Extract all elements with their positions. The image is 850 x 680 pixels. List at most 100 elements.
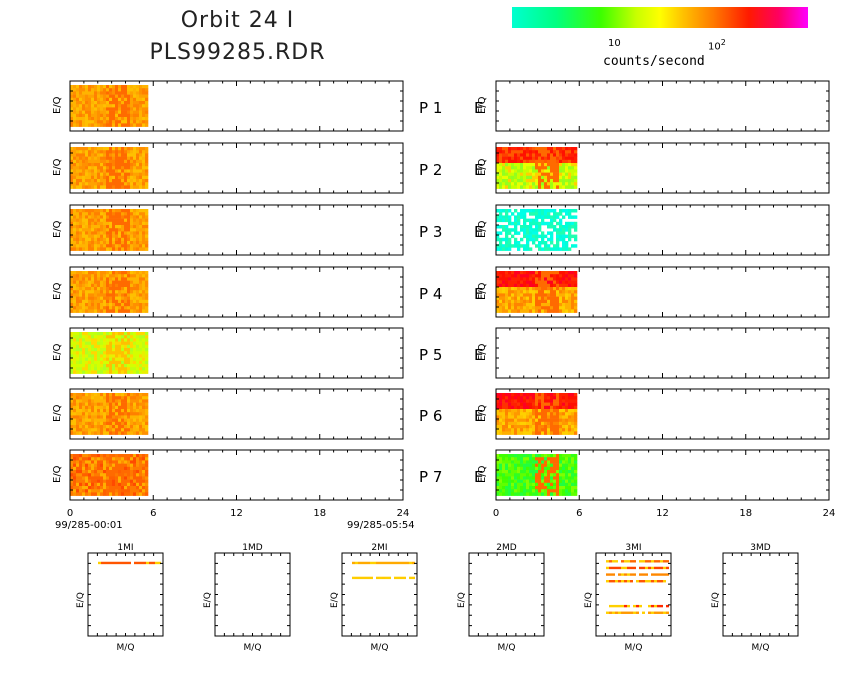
- spectrogram-cell: [130, 360, 134, 365]
- spectrogram-cell: [562, 215, 566, 219]
- spectrogram-cell: [79, 399, 83, 403]
- spectrogram-cell: [559, 212, 563, 216]
- left-ylabel: E/Q: [52, 404, 63, 422]
- spectrogram-cell: [79, 209, 83, 213]
- spectrogram-cell: [109, 348, 113, 352]
- spectrogram-cell: [520, 486, 524, 490]
- spectrogram-cell: [517, 463, 521, 468]
- spectrogram-cell: [142, 332, 146, 336]
- spectrogram-cell: [565, 482, 569, 487]
- spectrogram-cell: [94, 351, 98, 355]
- spectrogram-cell: [550, 209, 554, 213]
- spectrogram-cell: [70, 166, 74, 170]
- spectrogram-cell: [115, 486, 119, 490]
- spectrogram-cell: [526, 274, 530, 278]
- spectrogram-cell: [523, 163, 527, 167]
- spectrogram-cell: [91, 156, 95, 161]
- spectrogram-cell: [115, 283, 119, 288]
- spectrogram-cell: [94, 415, 98, 419]
- colorbar-unit-label: counts/second: [603, 54, 705, 69]
- spectrogram-cell: [562, 241, 566, 245]
- left-ylabel: E/Q: [52, 96, 63, 114]
- spectrogram-cell: [88, 182, 92, 186]
- spectrogram-cell: [574, 428, 578, 432]
- spectrogram-cell: [85, 486, 89, 490]
- spectrogram-cell: [514, 425, 518, 429]
- spectrogram-cell: [505, 303, 509, 307]
- spectrogram-cell: [541, 218, 545, 223]
- spectrogram-cell: [85, 185, 89, 189]
- spectrogram-cell: [70, 466, 74, 471]
- spectrogram-cell: [532, 454, 536, 458]
- spectrogram-cell: [100, 357, 104, 362]
- spectrogram-cell: [139, 454, 143, 458]
- spectrogram-cell: [517, 293, 521, 297]
- spectrogram-cell: [100, 338, 104, 342]
- spectrogram-cell: [145, 215, 149, 219]
- spectrogram-cell: [124, 91, 128, 95]
- spectrogram-cell: [115, 156, 119, 161]
- spectrogram-cell: [106, 218, 110, 223]
- spectrogram-cell: [88, 303, 92, 307]
- spectrogram-cell: [103, 101, 107, 105]
- spectrogram-cell: [124, 370, 128, 374]
- spectrogram-cell: [130, 185, 134, 189]
- spectrogram-cell: [118, 332, 122, 336]
- spectrogram-cell: [142, 94, 146, 99]
- spectrogram-cell: [541, 185, 545, 189]
- spectrogram-cell: [550, 479, 554, 484]
- spectrogram-cell: [112, 107, 116, 111]
- spectrogram-cell: [562, 153, 566, 157]
- spectrogram-cell: [79, 97, 83, 102]
- spectrogram-cell: [73, 303, 77, 307]
- spectrogram-cell: [94, 91, 98, 95]
- spectrogram-cell: [139, 166, 143, 170]
- spectrogram-cell: [145, 360, 149, 365]
- spectrogram-cell: [565, 428, 569, 432]
- spectrogram-cell: [73, 110, 77, 115]
- spectrogram-cell: [100, 209, 104, 213]
- spectrogram-cell: [85, 228, 89, 232]
- spectrogram-cell: [94, 215, 98, 219]
- spectrogram-cell: [133, 399, 137, 403]
- spectrogram-cell: [550, 271, 554, 275]
- spectrogram-cell: [118, 421, 122, 426]
- spectrogram-cell: [130, 428, 134, 432]
- spectrogram-cell: [94, 364, 98, 368]
- spectrogram-cell: [127, 277, 131, 281]
- spectrogram-cell: [73, 221, 77, 226]
- spectrogram-cell: [520, 405, 524, 410]
- spectrogram-cell: [538, 431, 542, 435]
- spectrogram-cell: [118, 241, 122, 245]
- spectrogram-cell: [502, 209, 506, 213]
- spectrogram-cell: [73, 492, 77, 496]
- spectrogram-cell: [91, 479, 95, 484]
- spectrogram-cell: [568, 460, 572, 464]
- spectrogram-cell: [571, 150, 575, 154]
- spectrogram-cell: [82, 212, 86, 216]
- spectrogram-cell: [535, 293, 539, 297]
- spectrogram-cell: [544, 463, 548, 468]
- spectrogram-cell: [100, 479, 104, 484]
- spectrogram-cell: [100, 85, 104, 89]
- spectrogram-cell: [94, 159, 98, 164]
- spectrogram-cell: [556, 169, 560, 173]
- spectrogram-cell: [82, 341, 86, 346]
- spectrogram-cell: [109, 370, 113, 374]
- spectrogram-cell: [91, 123, 95, 127]
- spectrogram-cell: [127, 364, 131, 368]
- spectrogram-cell: [73, 91, 77, 95]
- spectrogram-cell: [79, 479, 83, 484]
- spectrogram-cell: [91, 271, 95, 275]
- spectrogram-cell: [547, 293, 551, 297]
- spectrogram-cell: [109, 293, 113, 297]
- spectrogram-cell: [136, 231, 140, 235]
- spectrogram-cell: [508, 209, 512, 213]
- spectrogram-cell: [550, 218, 554, 223]
- spectrogram-cell: [109, 237, 113, 242]
- spectrogram-cell: [94, 209, 98, 213]
- spectrogram-cell: [97, 150, 101, 154]
- spectrogram-cell: [544, 486, 548, 490]
- spectrogram-cell: [496, 402, 500, 407]
- spectrogram-cell: [127, 234, 131, 239]
